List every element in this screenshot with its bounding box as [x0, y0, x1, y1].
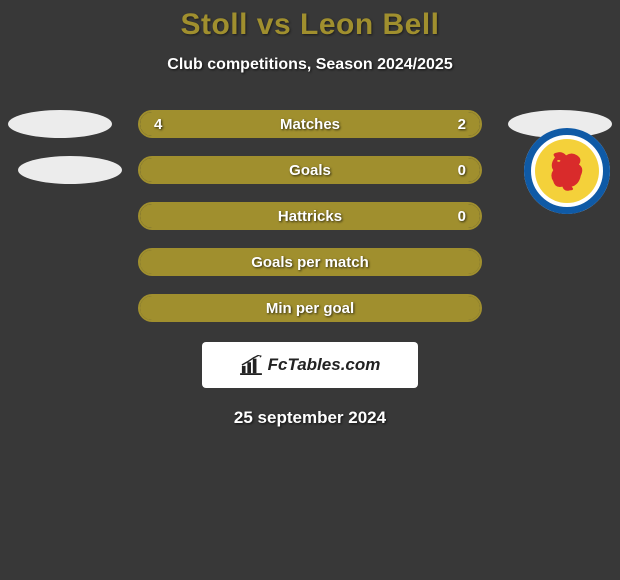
badge-inner	[535, 139, 599, 203]
stat-bar: 0Goals	[138, 156, 482, 184]
stat-row: 42Matches	[0, 110, 620, 138]
stat-bar: Goals per match	[138, 248, 482, 276]
player-left-placeholder	[8, 110, 112, 138]
bar-left-fill	[140, 112, 367, 136]
logo-text: FcTables.com	[268, 355, 381, 375]
bar-left-fill	[140, 204, 480, 228]
bar-left-fill	[140, 158, 480, 182]
stat-row: 0Hattricks	[0, 202, 620, 230]
stat-row: Goals per match	[0, 248, 620, 276]
stat-value-right: 0	[458, 158, 466, 182]
stat-row: 0Goals	[0, 156, 620, 184]
stat-value-right: 2	[458, 112, 466, 136]
date-label: 25 september 2024	[0, 408, 620, 428]
bar-fill	[140, 250, 480, 274]
stat-value-right: 0	[458, 204, 466, 228]
player-left-placeholder	[18, 156, 122, 184]
comparison-card: Stoll vs Leon Bell Club competitions, Se…	[0, 0, 620, 428]
stat-bar: Min per goal	[138, 294, 482, 322]
bar-fill	[140, 296, 480, 320]
stat-bar: 0Hattricks	[138, 202, 482, 230]
stat-bar: 42Matches	[138, 110, 482, 138]
stat-rows: 42Matches0Goals0HattricksGoals per match…	[0, 110, 620, 322]
stat-value-left: 4	[154, 112, 162, 136]
subtitle: Club competitions, Season 2024/2025	[0, 56, 620, 74]
bar-chart-icon	[240, 355, 262, 375]
lion-icon	[544, 148, 590, 194]
stat-row: Min per goal	[0, 294, 620, 322]
page-title: Stoll vs Leon Bell	[0, 8, 620, 42]
source-logo: FcTables.com	[202, 342, 418, 388]
